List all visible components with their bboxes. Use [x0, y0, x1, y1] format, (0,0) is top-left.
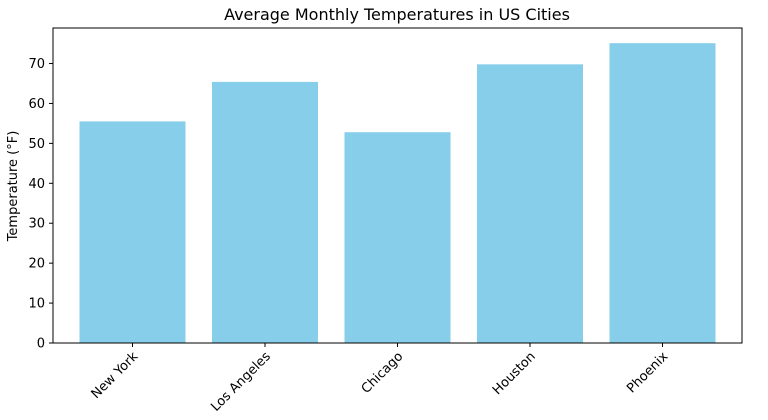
x-tick-label: New York	[89, 349, 142, 402]
bar-new-york	[79, 121, 186, 343]
y-tick-label: 70	[28, 57, 45, 72]
y-axis-label: Temperature (°F)	[6, 131, 21, 243]
x-tick-label: Houston	[490, 349, 539, 398]
y-tick-label: 50	[28, 137, 45, 152]
bar-houston	[477, 64, 583, 343]
y-tick-label: 0	[37, 337, 45, 352]
y-tick-label: 40	[28, 177, 45, 192]
plot-frame	[52, 27, 743, 344]
y-tick-label: 60	[28, 97, 45, 112]
y-tick-label: 30	[28, 217, 45, 232]
y-tick-label: 10	[28, 297, 45, 312]
bar-chicago	[344, 132, 451, 343]
y-tick-label: 20	[28, 257, 45, 272]
bar-phoenix	[609, 43, 716, 343]
x-tick-label: Chicago	[359, 349, 407, 397]
chart-title: Average Monthly Temperatures in US Citie…	[224, 5, 570, 24]
x-tick-label: Los Angeles	[208, 349, 274, 415]
x-tick-label: Phoenix	[624, 349, 671, 396]
bar-los-angeles	[212, 81, 318, 343]
